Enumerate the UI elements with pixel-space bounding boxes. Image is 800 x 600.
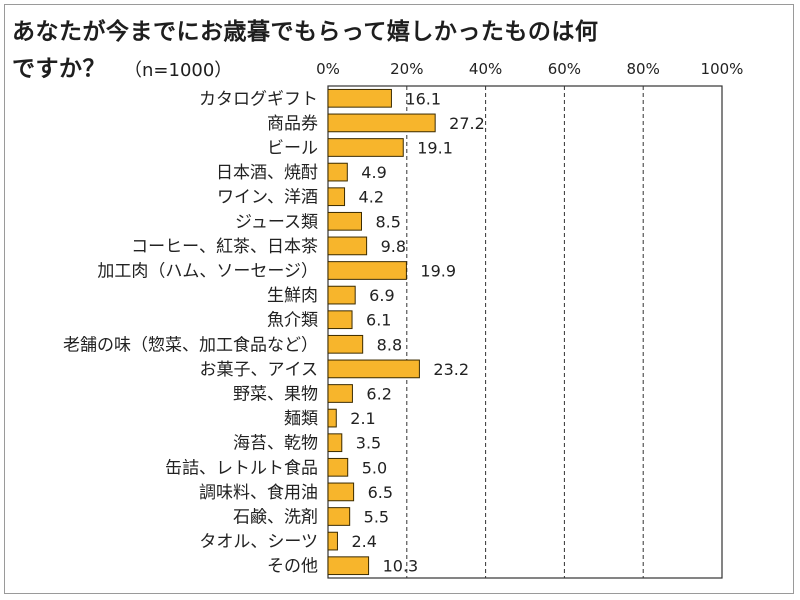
value-label: 23.2	[433, 360, 469, 379]
category-label: ビール	[267, 139, 318, 159]
value-label: 3.5	[356, 434, 381, 453]
category-label: 日本酒、焼酎	[216, 163, 318, 183]
category-label: 野菜、果物	[233, 385, 318, 405]
bar	[327, 457, 349, 477]
value-label: 4.9	[361, 163, 386, 182]
value-label: 2.4	[351, 532, 376, 551]
category-label: コーヒー、紅茶、日本茶	[131, 237, 318, 257]
value-label: 19.9	[420, 262, 456, 281]
category-label: 石鹸、洗剤	[233, 508, 318, 528]
title-line-2: ですか？	[12, 56, 106, 82]
bar	[327, 384, 353, 403]
x-tick-label: 0%	[316, 60, 340, 78]
bar	[327, 310, 353, 330]
value-label: 8.5	[375, 212, 400, 231]
value-label: 6.9	[369, 286, 394, 305]
value-label: 2.1	[350, 409, 375, 428]
category-label: 缶詰、レトルト食品	[165, 458, 318, 478]
bar	[327, 162, 348, 182]
bar	[327, 138, 404, 157]
category-label: 麺類	[284, 409, 318, 429]
category-label: 調味料、食用油	[199, 483, 318, 503]
bar	[327, 482, 355, 502]
bar	[327, 236, 368, 256]
plot-area	[327, 85, 723, 579]
category-label: ワイン、洋酒	[217, 188, 318, 208]
category-label: 生鮮肉	[267, 286, 318, 306]
bar	[327, 359, 420, 379]
value-label: 9.8	[381, 237, 406, 256]
category-label: 加工肉（ハム、ソーセージ）	[97, 262, 318, 282]
category-label: ジュース類	[235, 212, 318, 232]
value-label: 27.2	[449, 114, 485, 133]
category-label: その他	[267, 557, 318, 577]
bar	[327, 88, 392, 108]
bar	[327, 285, 356, 305]
category-label: 魚介類	[267, 311, 318, 331]
bar	[327, 408, 337, 428]
x-tick-label: 60%	[548, 60, 581, 78]
bar	[327, 187, 346, 207]
category-label: カタログギフト	[199, 89, 318, 109]
value-label: 16.1	[405, 89, 441, 108]
value-label: 10.3	[383, 557, 419, 576]
bar	[327, 211, 362, 231]
chart-title: あなたが今までにお歳暮でもらって嬉しかったものは何 ですか？ （n=1000）	[12, 14, 732, 89]
x-tick-label: 100%	[701, 60, 744, 78]
category-label: タオル、シーツ	[199, 532, 318, 552]
x-tick-label: 20%	[390, 60, 423, 78]
value-label: 6.2	[366, 385, 391, 404]
category-label: お菓子、アイス	[200, 360, 319, 380]
sample-size-note: （n=1000）	[124, 60, 233, 81]
bar	[327, 531, 338, 551]
bar	[327, 507, 351, 526]
bar	[327, 261, 407, 280]
value-label: 6.1	[366, 311, 391, 330]
value-label: 8.8	[377, 335, 402, 354]
x-tick-label: 40%	[469, 60, 502, 78]
title-line-1: あなたが今までにお歳暮でもらって嬉しかったものは何	[12, 19, 599, 45]
value-label: 5.0	[362, 458, 387, 477]
value-label: 6.5	[368, 483, 393, 502]
category-label: 老舗の味（惣菜、加工食品など）	[63, 335, 318, 355]
value-label: 4.2	[359, 188, 384, 207]
bar	[327, 433, 343, 453]
bar	[327, 334, 364, 354]
bar	[327, 556, 370, 576]
value-label: 5.5	[364, 508, 389, 527]
category-label: 海苔、乾物	[233, 434, 318, 454]
x-tick-label: 80%	[627, 60, 660, 78]
value-label: 19.1	[417, 139, 453, 158]
bar	[327, 113, 436, 133]
category-label: 商品券	[267, 114, 318, 134]
